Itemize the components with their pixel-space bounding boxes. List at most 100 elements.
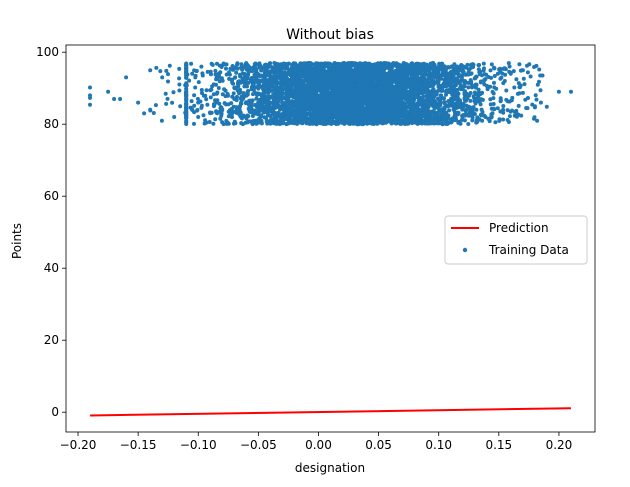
training-data-point bbox=[406, 104, 411, 109]
training-data-point bbox=[432, 73, 437, 77]
training-data-point bbox=[453, 70, 458, 75]
training-data-point bbox=[439, 62, 444, 67]
training-data-point bbox=[203, 93, 208, 98]
training-data-point bbox=[261, 82, 266, 87]
training-data-point bbox=[300, 104, 304, 109]
training-data-point bbox=[489, 62, 494, 67]
training-data-point bbox=[195, 96, 200, 101]
training-data-point bbox=[460, 117, 465, 122]
training-data-point bbox=[313, 93, 318, 98]
training-data-points bbox=[88, 61, 573, 127]
training-data-point bbox=[233, 121, 238, 126]
training-data-point bbox=[377, 81, 381, 86]
training-data-point bbox=[256, 120, 261, 125]
training-data-point bbox=[327, 70, 332, 75]
training-data-point bbox=[489, 115, 494, 120]
training-data-point bbox=[451, 86, 456, 91]
training-data-point bbox=[519, 113, 524, 118]
training-data-point bbox=[477, 63, 482, 67]
training-data-point bbox=[506, 61, 511, 66]
training-data-point bbox=[293, 95, 298, 100]
training-data-point bbox=[497, 118, 502, 123]
training-data-point bbox=[257, 61, 262, 66]
training-data-point bbox=[242, 94, 246, 99]
training-data-point bbox=[254, 67, 259, 72]
training-data-point bbox=[448, 103, 453, 108]
training-data-point bbox=[437, 97, 442, 102]
training-data-point bbox=[245, 113, 250, 118]
training-data-point bbox=[217, 72, 221, 77]
training-data-point bbox=[246, 106, 251, 111]
training-data-point bbox=[321, 63, 326, 68]
training-data-point bbox=[211, 104, 216, 109]
training-data-point bbox=[369, 83, 373, 88]
training-data-point bbox=[267, 104, 272, 109]
training-data-point bbox=[328, 108, 333, 113]
training-data-point bbox=[165, 96, 170, 101]
training-data-point bbox=[259, 113, 264, 118]
training-data-point bbox=[151, 111, 156, 115]
training-data-point bbox=[272, 61, 277, 65]
training-data-point bbox=[486, 116, 491, 121]
training-data-point bbox=[288, 70, 293, 75]
training-data-point bbox=[329, 90, 333, 95]
training-data-point bbox=[203, 118, 208, 123]
training-data-point bbox=[222, 87, 227, 92]
training-data-point bbox=[438, 93, 443, 98]
training-data-point bbox=[500, 71, 505, 76]
training-data-point bbox=[284, 62, 289, 66]
training-data-point bbox=[420, 114, 425, 119]
training-data-point bbox=[271, 92, 276, 97]
training-data-point bbox=[375, 121, 380, 126]
training-data-point bbox=[463, 113, 467, 118]
training-data-point bbox=[293, 116, 298, 120]
training-data-point bbox=[517, 85, 522, 90]
training-data-point bbox=[466, 85, 471, 90]
training-data-point bbox=[318, 65, 323, 70]
training-data-point bbox=[267, 94, 272, 99]
training-data-point bbox=[419, 107, 424, 112]
training-data-point bbox=[248, 119, 253, 124]
training-data-point bbox=[501, 107, 506, 112]
training-data-point bbox=[544, 104, 549, 109]
training-data-point bbox=[327, 61, 332, 66]
training-data-point bbox=[267, 86, 272, 91]
training-data-point bbox=[346, 89, 351, 94]
training-data-point bbox=[516, 81, 521, 86]
training-data-point bbox=[256, 106, 261, 111]
training-data-point bbox=[213, 117, 218, 122]
training-data-point bbox=[505, 108, 510, 113]
training-data-point bbox=[398, 64, 403, 69]
training-data-point bbox=[254, 73, 259, 78]
training-data-point bbox=[462, 90, 467, 95]
training-data-point bbox=[505, 118, 510, 122]
training-data-point bbox=[468, 78, 473, 83]
training-data-point bbox=[474, 107, 479, 112]
training-data-point bbox=[343, 119, 348, 124]
training-data-point bbox=[297, 95, 302, 100]
training-data-point bbox=[316, 114, 321, 119]
training-data-point bbox=[167, 63, 172, 68]
training-data-point bbox=[417, 71, 422, 76]
training-data-point bbox=[224, 118, 229, 123]
training-data-point bbox=[272, 113, 277, 118]
training-data-point bbox=[283, 86, 288, 91]
training-data-point bbox=[427, 114, 431, 119]
training-data-point bbox=[538, 73, 543, 78]
training-data-point bbox=[332, 112, 337, 117]
training-data-point bbox=[428, 109, 433, 114]
training-data-point bbox=[413, 62, 418, 67]
training-data-point bbox=[381, 74, 386, 79]
training-data-point bbox=[336, 65, 341, 70]
training-data-point bbox=[252, 110, 257, 115]
training-data-point bbox=[492, 85, 497, 90]
training-data-point bbox=[259, 73, 263, 78]
training-data-point bbox=[153, 103, 158, 108]
training-data-point bbox=[386, 108, 391, 113]
training-data-point bbox=[426, 117, 431, 122]
training-data-point bbox=[193, 85, 198, 90]
training-data-point bbox=[326, 84, 331, 89]
training-data-point bbox=[266, 97, 271, 102]
training-data-point bbox=[442, 118, 446, 122]
training-data-point bbox=[440, 115, 445, 119]
